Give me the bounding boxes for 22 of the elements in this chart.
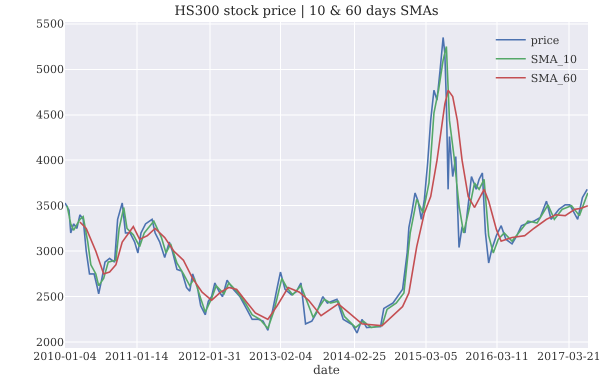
x-tick-label: 2017-03-21 — [537, 350, 601, 363]
x-tick-label: 2010-01-04 — [33, 350, 97, 363]
y-tick-label: 2500 — [36, 290, 64, 304]
legend-label: price — [530, 34, 560, 48]
x-axis-title: date — [313, 363, 340, 377]
y-tick-label: 4500 — [36, 108, 64, 122]
legend-label: SMA_60 — [530, 72, 578, 86]
x-tick-label: 2016-03-11 — [465, 350, 529, 363]
x-tick-label: 2015-03-05 — [394, 350, 458, 363]
y-tick-label: 3000 — [36, 245, 64, 258]
chart-title: HS300 stock price | 10 & 60 days SMAs — [174, 4, 439, 19]
x-tick-label: 2012-01-31 — [178, 350, 242, 363]
y-tick-label: 5500 — [36, 18, 64, 31]
y-tick-label: 3500 — [36, 200, 64, 213]
y-tick-label: 2000 — [36, 336, 64, 349]
x-tick-label: 2011-01-14 — [105, 350, 168, 363]
y-tick-label: 4000 — [36, 154, 64, 168]
x-tick-label: 2014-02-25 — [322, 350, 386, 363]
x-tick-label: 2013-02-04 — [248, 350, 312, 363]
line-series — [79, 89, 588, 327]
legend-label: SMA_10 — [530, 53, 578, 66]
y-tick-label: 5000 — [36, 63, 64, 76]
